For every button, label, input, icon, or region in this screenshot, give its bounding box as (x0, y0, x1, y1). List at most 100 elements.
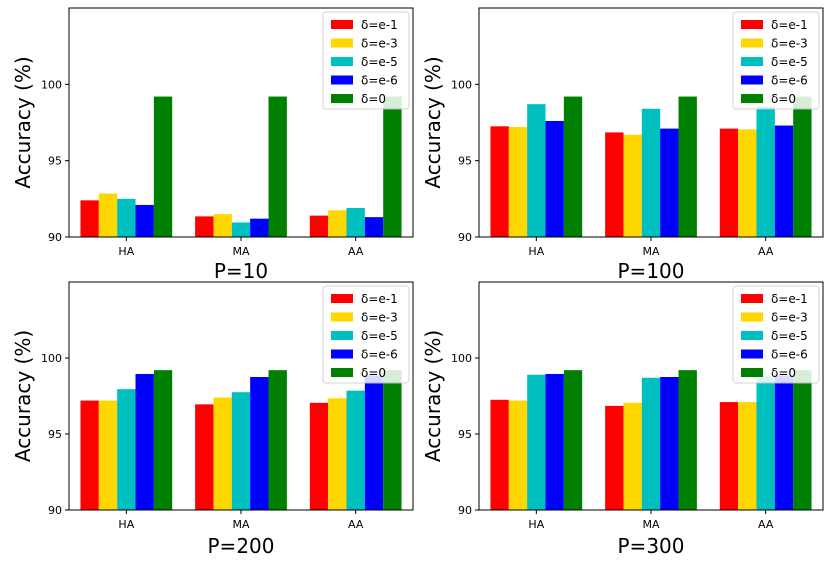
bar-aa-series-5 (383, 370, 402, 510)
legend-swatch-3 (331, 57, 353, 66)
legend-swatch-1 (331, 20, 353, 29)
bar-ha-series-2 (508, 127, 528, 237)
x-tick-label-aa: AA (758, 518, 774, 531)
bar-aa-series-1 (309, 402, 329, 510)
bar-aa-series-1 (309, 215, 329, 237)
bar-aa-series-4 (774, 375, 794, 510)
bar-ha-series-5 (563, 370, 583, 510)
y-tick-label: 95 (48, 428, 62, 441)
legend-swatch-5 (331, 368, 353, 377)
legend: δ=e-1 δ=e-3 δ=e-5 δ=e-6 δ=0 (732, 285, 820, 384)
bar-aa-series-3 (346, 207, 365, 237)
bar-ha-series-3 (117, 198, 136, 237)
y-axis-label: Accuracy (%) (421, 330, 445, 462)
legend-label-4: δ=e-6 (771, 74, 808, 88)
y-tick-label: 100 (451, 78, 472, 91)
chart-panel-4: 90 95 100 HA MA AA Accuracy (%) P=300 δ=e-1 δ=e-3… (421, 281, 824, 558)
panel-title: P=200 (208, 534, 275, 558)
legend-box (732, 285, 820, 384)
legend-box (322, 285, 410, 384)
legend: δ=e-1 δ=e-3 δ=e-5 δ=e-6 δ=0 (322, 11, 410, 110)
x-tick-label-ha: HA (528, 245, 544, 258)
x-tick-label-ma: MA (232, 518, 249, 531)
bar-ma-series-3 (231, 222, 251, 237)
x-tick-label-ma: MA (232, 245, 249, 258)
bar-ma-series-1 (195, 216, 214, 237)
legend-label-3: δ=e-5 (771, 55, 808, 69)
y-tick-label: 100 (41, 352, 62, 365)
y-axis-label: Accuracy (%) (421, 56, 445, 188)
legend-swatch-2 (331, 312, 353, 322)
legend-label-3: δ=e-5 (361, 329, 398, 343)
bar-ha-series-5 (153, 370, 173, 510)
legend-swatch-1 (331, 294, 353, 303)
legend-label-1: δ=e-1 (361, 292, 398, 306)
bar-ma-series-5 (268, 370, 287, 510)
legend-label-4: δ=e-6 (361, 74, 398, 88)
bar-ha-series-4 (545, 120, 564, 237)
bar-aa-series-1 (719, 402, 739, 510)
bar-ma-series-4 (660, 377, 679, 510)
legend-label-3: δ=e-5 (361, 55, 398, 69)
x-tick-label-ha: HA (528, 518, 544, 531)
bar-aa-series-2 (738, 402, 757, 510)
bar-ha-series-1 (490, 126, 509, 237)
bar-ha-series-2 (98, 400, 118, 510)
x-tick-label-ma: MA (642, 245, 659, 258)
legend-swatch-5 (741, 368, 763, 377)
y-tick-label: 90 (458, 504, 472, 517)
legend-swatch-5 (331, 94, 353, 103)
bar-ma-series-2 (623, 402, 642, 510)
legend-swatch-4 (741, 75, 763, 85)
y-tick-label: 90 (48, 504, 62, 517)
y-axis-label: Accuracy (%) (11, 56, 35, 188)
legend-swatch-1 (741, 294, 763, 303)
bar-ha-series-1 (490, 399, 509, 510)
legend-label-5: δ=0 (771, 92, 796, 106)
legend-label-1: δ=e-1 (771, 18, 808, 32)
bar-ha-series-3 (527, 104, 546, 238)
bar-ma-series-2 (623, 134, 642, 237)
x-tick-label-ha: HA (118, 245, 134, 258)
x-tick-label-ma: MA (642, 518, 659, 531)
bar-ma-series-1 (195, 404, 214, 510)
legend-label-4: δ=e-6 (361, 348, 398, 362)
bar-aa-series-3 (346, 390, 365, 510)
legend-swatch-2 (331, 38, 353, 48)
bar-aa-series-4 (364, 375, 384, 510)
legend-label-1: δ=e-1 (361, 18, 398, 32)
legend-swatch-3 (331, 331, 353, 340)
bar-aa-series-4 (774, 125, 794, 237)
bar-ha-series-2 (98, 193, 118, 237)
bar-ha-series-3 (117, 389, 136, 510)
bar-ha-series-1 (80, 400, 99, 510)
legend-box (322, 11, 410, 110)
legend-swatch-4 (741, 349, 763, 359)
bar-aa-series-4 (364, 217, 384, 237)
chart-panel-2: 90 95 100 HA MA AA Accuracy (%) P=100 δ=e-1 δ=e-3… (421, 7, 824, 283)
legend-label-5: δ=0 (771, 366, 796, 380)
panel-title: P=10 (214, 259, 268, 283)
bar-ma-series-5 (678, 370, 697, 510)
legend: δ=e-1 δ=e-3 δ=e-5 δ=e-6 δ=0 (732, 11, 820, 110)
legend-label-2: δ=e-3 (361, 311, 398, 325)
bar-ma-series-3 (641, 377, 661, 510)
y-tick-label: 90 (48, 231, 62, 244)
bar-aa-series-2 (328, 210, 347, 237)
chart-panel-3: 90 95 100 HA MA AA Accuracy (%) P=200 δ=e-1 δ=e-3… (11, 281, 414, 558)
y-axis-label: Accuracy (%) (11, 330, 35, 462)
y-tick-label: 100 (451, 352, 472, 365)
legend-label-1: δ=e-1 (771, 292, 808, 306)
legend-swatch-3 (741, 57, 763, 66)
panel-title: P=300 (618, 534, 685, 558)
legend-label-5: δ=0 (361, 366, 386, 380)
bar-ha-series-4 (135, 204, 154, 237)
bar-aa-series-2 (328, 398, 347, 510)
legend-label-2: δ=e-3 (771, 311, 808, 325)
bar-ma-series-4 (250, 218, 269, 237)
bar-aa-series-2 (738, 129, 757, 237)
bar-aa-series-1 (719, 128, 739, 237)
legend-swatch-1 (741, 20, 763, 29)
bar-ma-series-2 (213, 397, 232, 510)
